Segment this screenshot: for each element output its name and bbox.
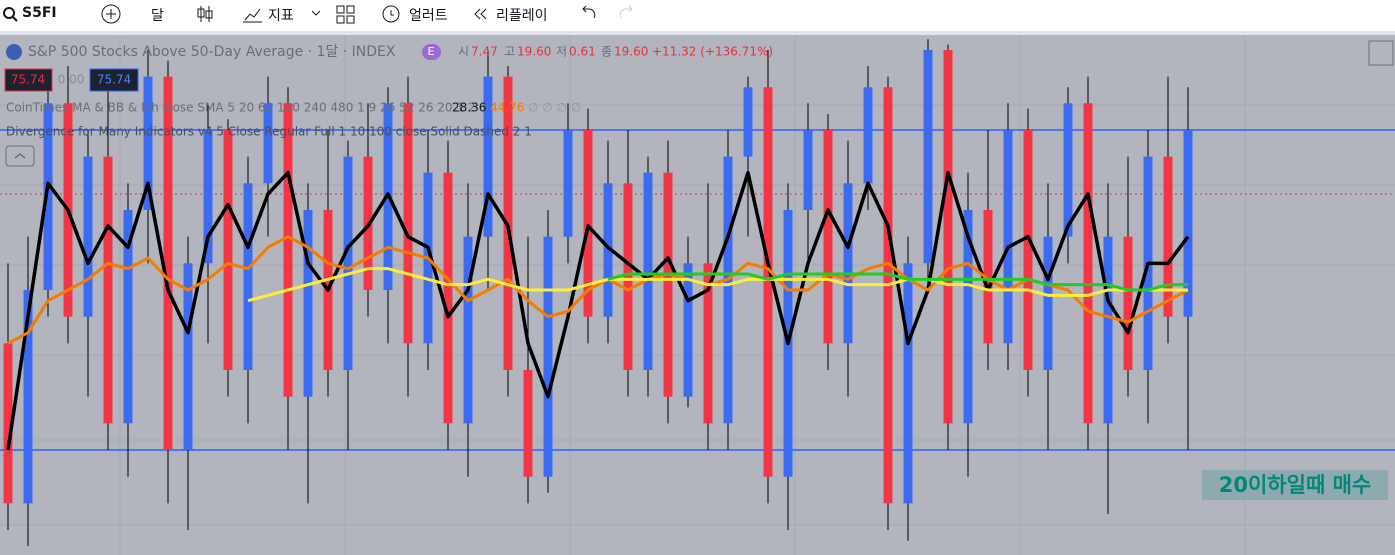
- indicators[interactable]: 지표: [268, 8, 294, 24]
- change: +11.32 (+136.71%): [652, 45, 773, 59]
- candle-body: [583, 129, 593, 317]
- candle-body: [903, 263, 913, 504]
- box: [4, 68, 53, 92]
- badge-bg: [422, 44, 441, 60]
- candle-body: [623, 183, 633, 371]
- flag: [6, 44, 22, 60]
- candle-body: [123, 209, 133, 424]
- candle-body: [103, 156, 113, 424]
- candle-body: [723, 156, 733, 424]
- candle-body: [3, 343, 13, 504]
- candle-body: [1163, 156, 1173, 317]
- candle-body: [763, 87, 773, 477]
- ma-line: [6, 170, 1190, 451]
- candle-body: [1183, 129, 1193, 317]
- low-label: 저: [556, 45, 567, 59]
- candle-body: [543, 236, 553, 477]
- price-box: 75.74: [11, 73, 45, 87]
- annotation: 20이하일때 매수: [1219, 473, 1371, 497]
- candle-body: [963, 209, 973, 424]
- high-label: 고: [504, 45, 515, 59]
- annotation-bg: [1202, 470, 1388, 500]
- candle-body: [343, 156, 353, 371]
- candle-body: [1043, 236, 1053, 371]
- candle-body: [643, 172, 653, 371]
- candle-body: [843, 183, 853, 344]
- candle-body: [243, 183, 253, 371]
- candle-body: [1103, 236, 1113, 424]
- alert[interactable]: 얼러트: [409, 8, 448, 24]
- box: [89, 68, 139, 92]
- candle-body: [1003, 129, 1013, 344]
- ind-value: 44.76: [490, 101, 524, 115]
- ma-line: [247, 267, 1188, 303]
- candle-body: [683, 263, 693, 397]
- close-label: 종: [601, 45, 612, 59]
- indicator1: CoinTimes MA & BB & Ich close SMA 5 20 6…: [6, 101, 475, 115]
- candle-body: [603, 183, 613, 317]
- candle-body: [823, 129, 833, 344]
- legend-title: S&P 500 Stocks Above 50-Day Average · 1달…: [28, 44, 396, 60]
- ind-value: ∅ ∅ ∅ ∅: [528, 101, 581, 115]
- candle-body: [303, 209, 313, 397]
- candle-body: [1123, 236, 1133, 371]
- candle-body: [43, 103, 53, 290]
- candle-body: [1083, 103, 1093, 424]
- replay[interactable]: 리플레이: [496, 8, 548, 24]
- candle-body: [483, 76, 493, 237]
- ind-value: 28.36: [452, 101, 486, 115]
- candle-body: [563, 129, 573, 237]
- symbol[interactable]: S5FI: [22, 5, 57, 21]
- toolbar-icons: [3, 4, 633, 24]
- candle-body: [703, 263, 713, 424]
- indicator2: Divergence for Many Indicators v4 5 Clos…: [6, 125, 532, 139]
- candle-body: [943, 49, 953, 424]
- candle-body: [983, 209, 993, 344]
- high: 19.60: [517, 45, 551, 59]
- candle-body: [1063, 103, 1073, 237]
- price-box: 0.00: [58, 73, 85, 87]
- candle-body: [463, 236, 473, 424]
- candle-body: [1023, 129, 1033, 371]
- candle-body: [803, 129, 813, 210]
- candle-body: [283, 103, 293, 397]
- candle-body: [523, 370, 533, 477]
- candle-body: [863, 87, 873, 184]
- chart: S&P 500 Stocks Above 50-Day Average · 1달…: [0, 35, 1395, 555]
- price-box: 75.74: [97, 73, 131, 87]
- candle-body: [443, 172, 453, 424]
- toolbar: S5FI 달 지표 얼러트 리플레이: [0, 0, 1395, 35]
- candle-body: [883, 87, 893, 504]
- ma-line: [7, 235, 1189, 345]
- candle-body: [83, 156, 93, 317]
- candle-body: [223, 129, 233, 371]
- candle-body: [743, 87, 753, 157]
- collapse[interactable]: [5, 145, 35, 167]
- candle-body: [403, 103, 413, 344]
- candle-body: [203, 129, 213, 264]
- badge: E: [428, 45, 435, 58]
- candle-body: [923, 49, 933, 264]
- close: 19.60: [614, 45, 648, 59]
- candle-body: [163, 76, 173, 451]
- open: 7.47: [471, 45, 498, 59]
- candle-body: [183, 263, 193, 451]
- candle-body: [663, 172, 673, 397]
- toggle[interactable]: [1368, 40, 1394, 66]
- candle-body: [143, 76, 153, 210]
- interval[interactable]: 달: [151, 8, 164, 24]
- candle-body: [263, 103, 273, 184]
- low: 0.61: [569, 45, 596, 59]
- ma-line: [607, 272, 1188, 292]
- open-label: 시: [458, 45, 469, 59]
- candle-body: [23, 289, 33, 504]
- grid: [0, 35, 1395, 555]
